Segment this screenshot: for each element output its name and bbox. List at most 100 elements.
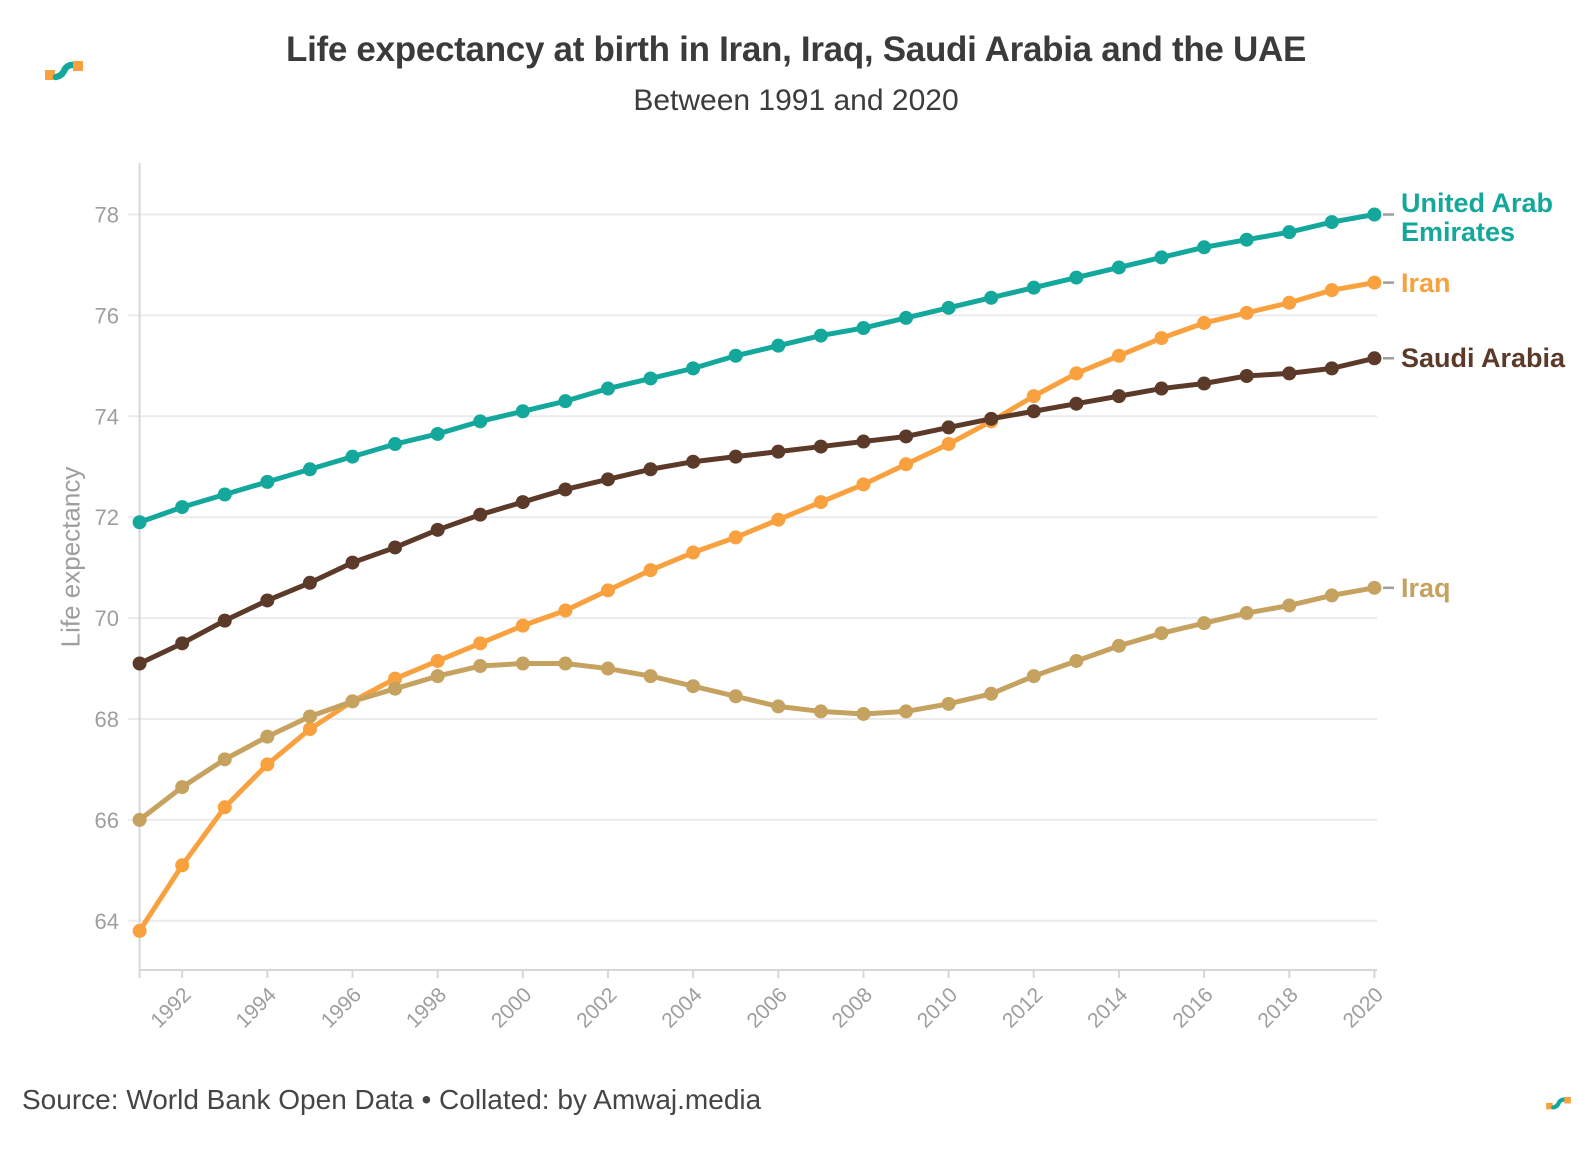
x-tick-label-1994: 1994 — [232, 983, 282, 1033]
chart-title: Life expectancy at birth in Iran, Iraq, … — [285, 30, 1307, 69]
point-united-arab-emirates-2001 — [558, 394, 573, 409]
point-united-arab-emirates-2017 — [1239, 232, 1254, 247]
point-iraq-2010 — [941, 696, 956, 711]
point-iraq-2006 — [771, 699, 786, 714]
x-tick-label-2000: 2000 — [487, 983, 536, 1032]
point-united-arab-emirates-1994 — [260, 474, 275, 489]
point-saudi-arabia-1992 — [175, 636, 190, 651]
point-saudi-arabia-2000 — [515, 495, 530, 510]
point-united-arab-emirates-1996 — [345, 449, 360, 464]
point-united-arab-emirates-1993 — [217, 487, 232, 502]
chart-subtitle: Between 1991 and 2020 — [633, 84, 959, 117]
point-united-arab-emirates-2000 — [515, 404, 530, 419]
point-iran-2012 — [1026, 389, 1041, 404]
point-saudi-arabia-1997 — [388, 540, 403, 555]
point-united-arab-emirates-2004 — [686, 361, 701, 376]
point-united-arab-emirates-1997 — [388, 437, 403, 452]
point-united-arab-emirates-2009 — [899, 310, 914, 325]
point-iran-2020 — [1367, 275, 1382, 290]
series-label-iraq: Iraq — [1401, 572, 1451, 603]
y-tick-label-66: 66 — [95, 808, 119, 833]
point-iran-1998 — [430, 653, 445, 668]
logo-orange-square-right — [1564, 1097, 1571, 1104]
point-saudi-arabia-2018 — [1282, 366, 1297, 381]
x-tick-label-2020: 2020 — [1339, 983, 1388, 1032]
point-united-arab-emirates-1998 — [430, 426, 445, 441]
y-tick-label-68: 68 — [95, 707, 119, 732]
point-iraq-2020 — [1367, 580, 1382, 595]
point-saudi-arabia-2015 — [1154, 381, 1169, 396]
point-iran-1999 — [473, 636, 488, 651]
point-united-arab-emirates-2010 — [941, 300, 956, 315]
point-iran-2002 — [600, 583, 615, 598]
point-saudi-arabia-2017 — [1239, 368, 1254, 383]
point-iraq-2005 — [728, 689, 743, 704]
point-iran-2017 — [1239, 305, 1254, 320]
y-tick-label-72: 72 — [95, 505, 119, 530]
point-iraq-2008 — [856, 706, 871, 721]
point-iraq-2017 — [1239, 606, 1254, 621]
x-tick-label-2018: 2018 — [1253, 983, 1302, 1032]
point-iran-2005 — [728, 530, 743, 545]
x-tick-label-2006: 2006 — [743, 983, 792, 1032]
point-iran-2016 — [1197, 315, 1212, 330]
point-iraq-2002 — [600, 661, 615, 676]
point-united-arab-emirates-2012 — [1026, 280, 1041, 295]
point-united-arab-emirates-2018 — [1282, 225, 1297, 240]
series-line-united-arab-emirates — [137, 212, 1377, 525]
point-iraq-1998 — [430, 669, 445, 684]
point-saudi-arabia-1995 — [302, 575, 317, 590]
series-label-saudi-arabia: Saudi Arabia — [1401, 343, 1566, 374]
point-iraq-2015 — [1154, 626, 1169, 641]
point-united-arab-emirates-2019 — [1324, 215, 1339, 230]
point-iran-2004 — [686, 545, 701, 560]
point-iran-1993 — [217, 800, 232, 815]
point-saudi-arabia-2011 — [984, 411, 999, 426]
point-united-arab-emirates-1999 — [473, 414, 488, 429]
point-saudi-arabia-1999 — [473, 507, 488, 522]
point-saudi-arabia-2008 — [856, 434, 871, 449]
logo-teal-wave — [1551, 1097, 1566, 1110]
point-saudi-arabia-2006 — [771, 444, 786, 459]
x-tick-label-2010: 2010 — [913, 983, 962, 1032]
point-saudi-arabia-2016 — [1197, 376, 1212, 391]
point-iran-2009 — [899, 457, 914, 472]
x-tick-label-2008: 2008 — [828, 983, 877, 1032]
point-saudi-arabia-2010 — [941, 420, 956, 435]
logo-orange-square-right — [73, 61, 83, 71]
point-iraq-2003 — [643, 669, 658, 684]
point-iran-2007 — [813, 495, 828, 510]
point-iran-2001 — [558, 603, 573, 618]
point-iraq-2001 — [558, 656, 573, 671]
point-iraq-2011 — [984, 686, 999, 701]
y-tick-label-64: 64 — [95, 909, 119, 934]
point-united-arab-emirates-1991 — [132, 515, 147, 530]
y-tick-label-78: 78 — [95, 203, 119, 228]
point-iraq-2019 — [1324, 588, 1339, 603]
point-saudi-arabia-2003 — [643, 462, 658, 477]
point-saudi-arabia-2020 — [1367, 351, 1382, 366]
point-saudi-arabia-2019 — [1324, 361, 1339, 376]
point-saudi-arabia-2001 — [558, 482, 573, 497]
point-saudi-arabia-2013 — [1069, 396, 1084, 411]
point-iraq-2009 — [899, 704, 914, 719]
point-iraq-1993 — [217, 752, 232, 767]
series-label-iran: Iran — [1401, 267, 1451, 298]
series-label-united-arab-emirates: United Arab Emirates — [1401, 187, 1554, 247]
point-saudi-arabia-2007 — [813, 439, 828, 454]
point-united-arab-emirates-2014 — [1111, 260, 1126, 275]
point-iran-2010 — [941, 437, 956, 452]
y-tick-label-70: 70 — [95, 606, 119, 631]
point-united-arab-emirates-2011 — [984, 290, 999, 305]
point-iraq-1994 — [260, 729, 275, 744]
point-united-arab-emirates-2006 — [771, 338, 786, 353]
point-united-arab-emirates-1992 — [175, 500, 190, 515]
y-axis-title: Life expectancy — [55, 466, 86, 648]
point-iraq-2018 — [1282, 598, 1297, 613]
x-tick-label-2016: 2016 — [1168, 983, 1217, 1032]
point-saudi-arabia-1996 — [345, 555, 360, 570]
point-iraq-1991 — [132, 812, 147, 827]
y-tick-label-74: 74 — [95, 404, 119, 429]
